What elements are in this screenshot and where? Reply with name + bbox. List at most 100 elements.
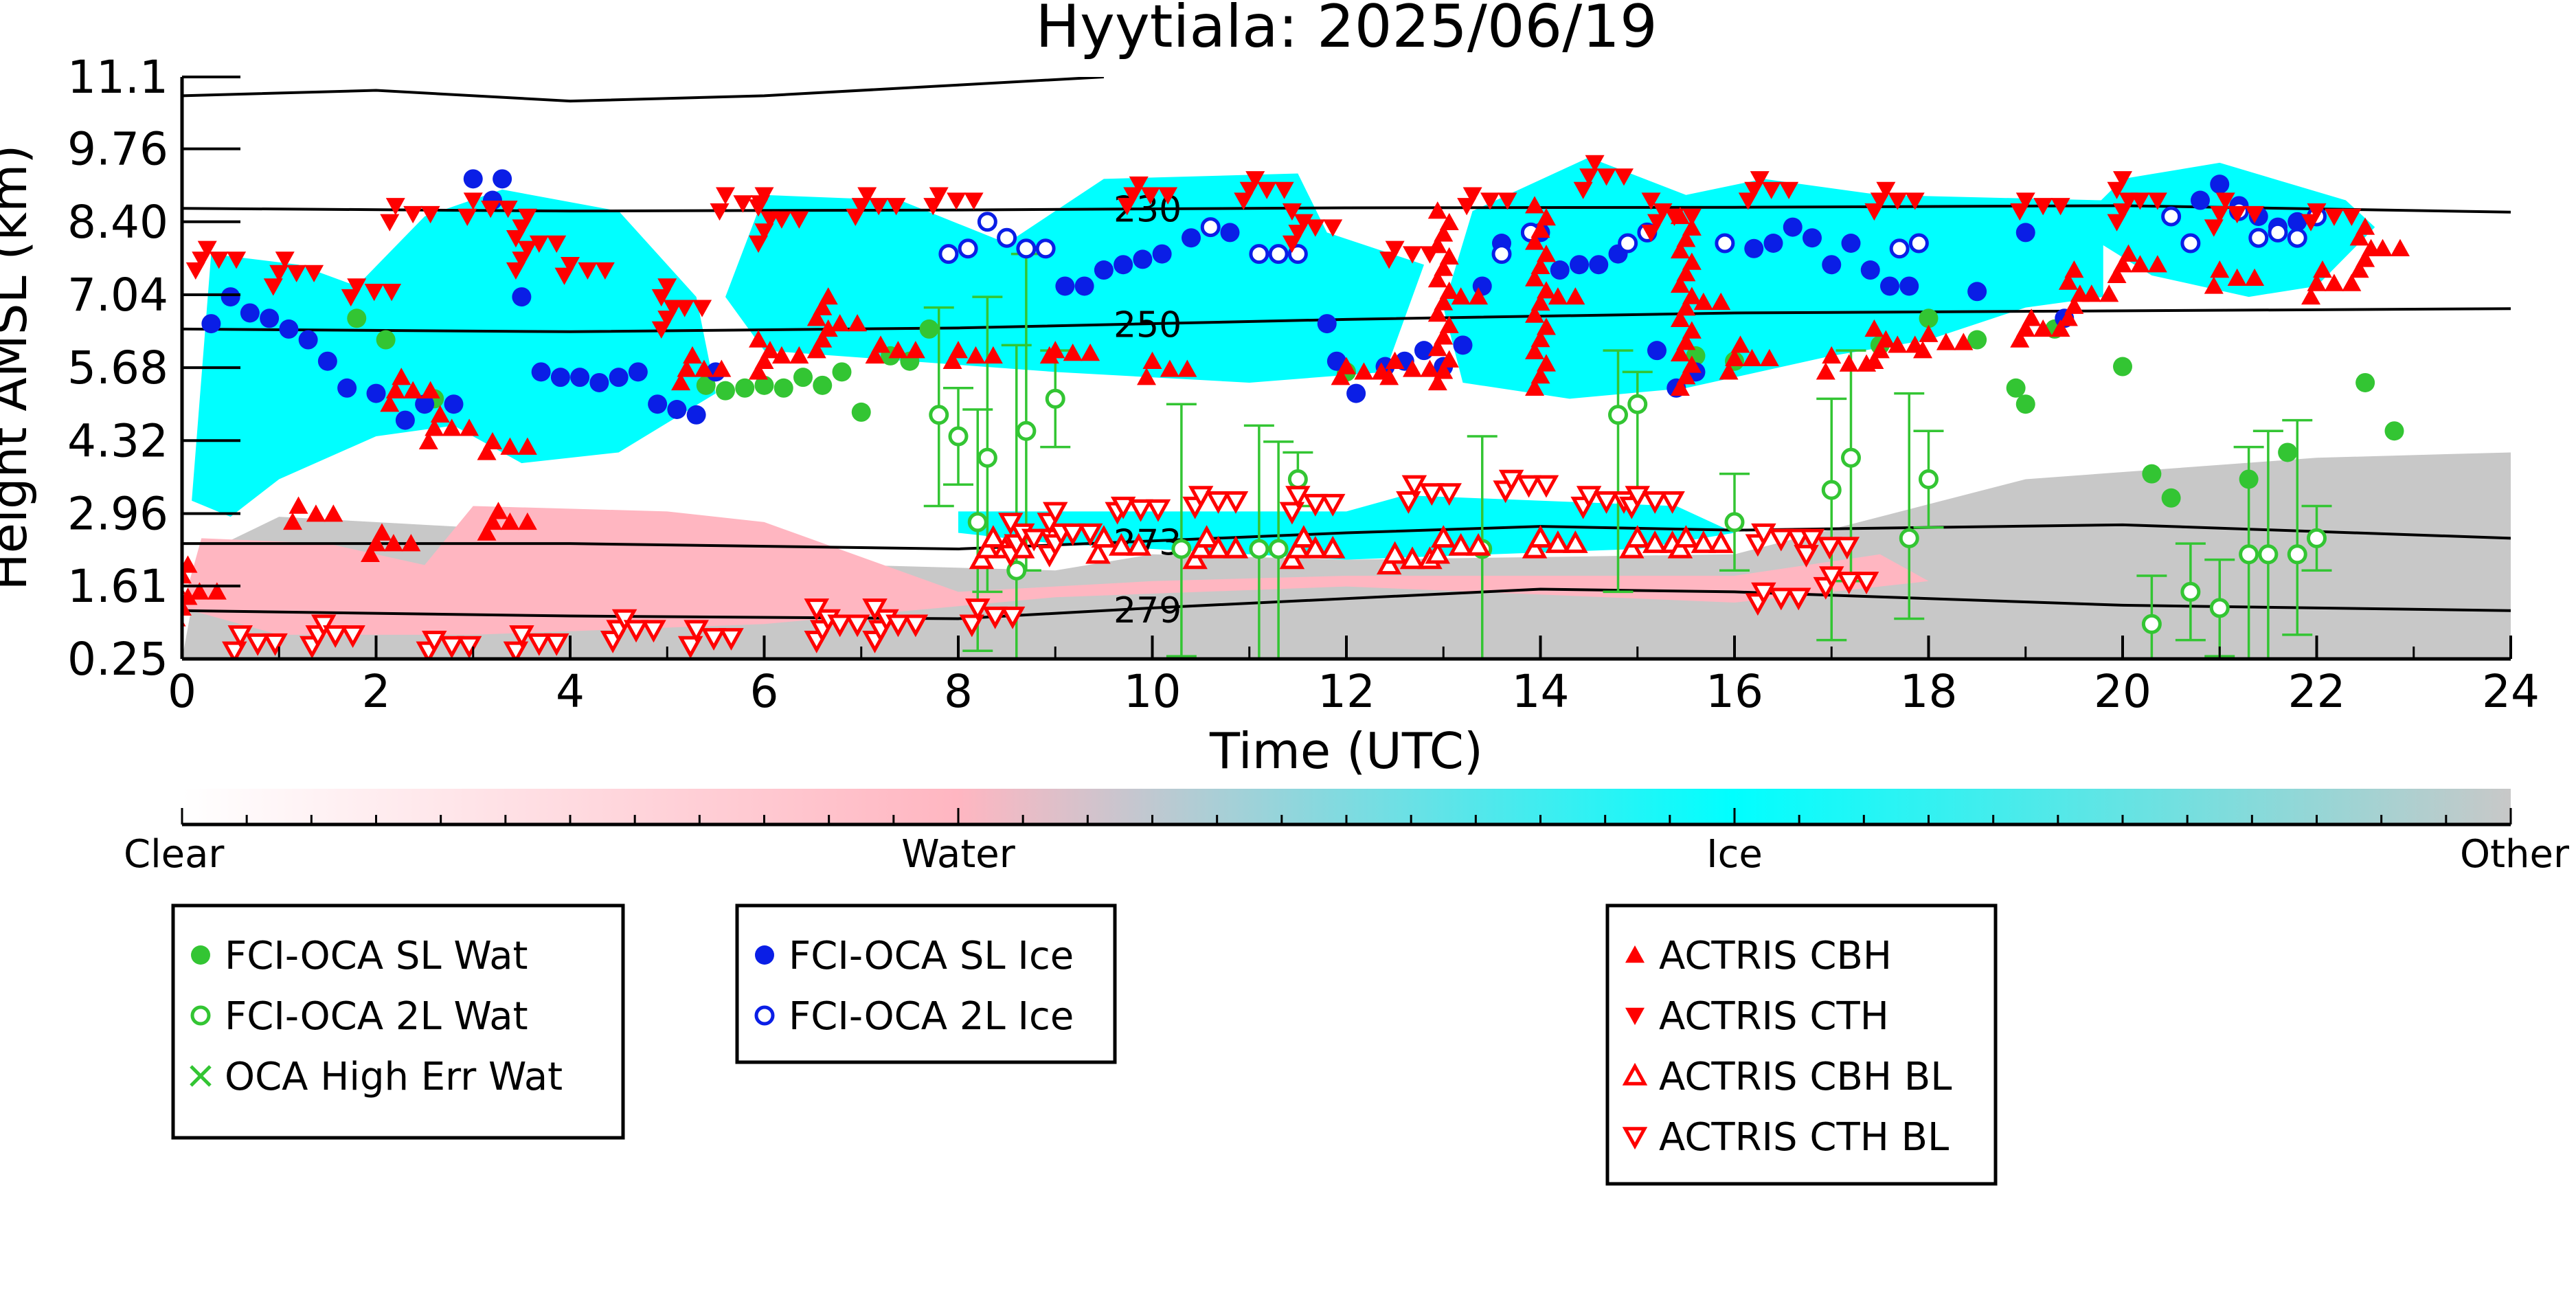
- actris-cth-bl-point: [1077, 523, 1103, 546]
- actris-cbh-point: [483, 512, 502, 530]
- fci-oca-2l-ice-point: [2248, 227, 2269, 248]
- fci-oca-2l-wat-point: [1045, 388, 1065, 409]
- actris-cth-bl-point: [543, 633, 569, 656]
- actris-cbh-point: [1742, 348, 1762, 367]
- actris-cth-bl-point: [340, 625, 365, 649]
- actris-cbh-point: [1693, 292, 1713, 311]
- legend-box-2: [1605, 903, 1998, 1186]
- actris-cth-bl-point: [1060, 523, 1085, 546]
- cloud-region-ice-3: [725, 173, 1424, 383]
- actris-cbh-point: [2015, 319, 2035, 337]
- actris-cbh-point: [2058, 308, 2078, 326]
- actris-cbh-bl-point: [1425, 541, 1451, 564]
- fci-oca-2l-wat-point: [2258, 544, 2279, 565]
- actris-cth-point: [2130, 192, 2150, 210]
- actris-cbh-point: [1427, 270, 1447, 288]
- actris-cth-point: [869, 198, 889, 216]
- fci-oca-2l-ice-point: [1491, 244, 1512, 265]
- actris-cth-point: [420, 205, 440, 224]
- actris-cbh-point: [2064, 296, 2084, 314]
- actris-cbh-point: [283, 512, 303, 530]
- actris-cth-point: [263, 278, 283, 296]
- actris-cbh-point: [1816, 362, 1835, 380]
- fci-oca-2l-wat-point: [1287, 469, 1308, 489]
- actris-cbh-point: [1725, 348, 1744, 367]
- actris-cbh-point: [677, 359, 697, 377]
- actris-cbh-point: [1434, 224, 1454, 242]
- actris-cbh-point: [1525, 341, 1545, 359]
- fci-oca-sl-ice-point: [221, 287, 240, 307]
- actris-cbh-point: [1063, 344, 1083, 361]
- actris-cth-bl-point: [227, 625, 253, 649]
- actris-cbh-point: [1670, 344, 1690, 362]
- actris-cth-bl-point: [1768, 587, 1794, 611]
- actris-cbh-bl-point: [1708, 530, 1734, 553]
- actris-cth-bl-point: [982, 606, 1008, 629]
- actris-cth-bl-point: [804, 598, 830, 621]
- actris-cth-point: [347, 278, 367, 296]
- actris-cbh-bl-point: [1673, 525, 1699, 548]
- actris-cbh-point: [2033, 319, 2053, 337]
- actris-cbh-point: [2301, 287, 2321, 305]
- actris-cbh-bl-point: [1091, 525, 1117, 548]
- actris-cbh-point: [865, 346, 885, 364]
- actris-cbh-point: [2324, 273, 2344, 291]
- actris-cth-bl-point: [903, 614, 929, 638]
- actris-cbh-bl-point: [1302, 535, 1329, 559]
- fci-oca-2l-wat-error-bar: [1166, 403, 1197, 658]
- fci-oca-sl-wat-point: [2142, 464, 2162, 484]
- cloud-region-ice-4: [1443, 157, 2103, 399]
- actris-cbh-point: [1536, 281, 1556, 299]
- actris-cbh-bl-point: [1376, 552, 1402, 575]
- actris-cth-point: [547, 235, 567, 253]
- actris-cth-point: [2210, 205, 2230, 224]
- actris-cth-bl-point: [862, 598, 888, 621]
- actris-cbh-point: [1331, 368, 1351, 385]
- actris-cbh-point: [289, 496, 308, 514]
- x-axis-label: Time (UTC): [1209, 722, 1483, 780]
- actris-cbh-point: [2307, 273, 2327, 291]
- fci-oca-2l-ice-point: [2287, 227, 2307, 248]
- actris-cbh-point: [1919, 324, 1939, 342]
- legend-label-actris-cbh-bl: ACTRIS CBH BL: [1659, 1055, 1952, 1099]
- isotherm-label-279: 279: [1114, 590, 1182, 631]
- actris-cbh-point: [754, 351, 774, 369]
- actris-cbh-bl-point: [1188, 535, 1214, 559]
- fci-oca-sl-ice-point: [1317, 314, 1337, 334]
- actris-cth-point: [710, 203, 730, 221]
- actris-cbh-point: [1711, 292, 1731, 311]
- actris-cbh-point: [401, 534, 421, 552]
- fci-oca-2l-wat-point: [2180, 581, 2201, 602]
- actris-cbh-point: [2107, 265, 2127, 284]
- fci-oca-2l-wat-point: [1841, 447, 1861, 468]
- actris-cbh-point: [2081, 284, 2101, 302]
- colorbar-label-water: Water: [901, 832, 1016, 877]
- actris-cbh-point: [372, 523, 392, 541]
- fci-oca-sl-ice-point: [317, 351, 337, 371]
- actris-cth-point: [771, 211, 791, 229]
- actris-cth-point: [947, 192, 967, 210]
- actris-cbh-point: [1670, 309, 1690, 328]
- actris-cbh-point: [1530, 329, 1550, 348]
- actris-cth-bl-point: [1145, 499, 1171, 522]
- y-tick-label: 9.76: [67, 123, 168, 176]
- fci-oca-sl-ice-point: [1783, 217, 1803, 237]
- fci-oca-2l-ice-point: [1268, 244, 1289, 265]
- actris-cth-point: [754, 187, 774, 205]
- fci-oca-sl-ice-point: [531, 362, 551, 382]
- actris-cbh-point: [813, 298, 833, 315]
- actris-cth-point: [481, 201, 501, 218]
- fci-oca-2l-wat-point: [967, 512, 988, 532]
- actris-cth-point: [716, 187, 735, 205]
- fci-oca-sl-ice-point: [260, 308, 280, 328]
- actris-cth-bl-point: [885, 614, 911, 638]
- legend-label-fci-oca-2l-wat: FCI-OCA 2L Wat: [225, 994, 528, 1039]
- fci-oca-sl-ice-point: [1803, 228, 1822, 248]
- actris-cbh-point: [1439, 212, 1459, 231]
- actris-cbh-point: [1822, 346, 1842, 364]
- legend-marker-actris-cbh-bl: [1622, 1062, 1648, 1086]
- actris-cth-bl-point: [1128, 499, 1153, 522]
- fci-oca-2l-ice-point: [958, 238, 978, 259]
- actris-cbh-point: [2349, 228, 2369, 246]
- fci-oca-sl-wat-point: [773, 378, 793, 398]
